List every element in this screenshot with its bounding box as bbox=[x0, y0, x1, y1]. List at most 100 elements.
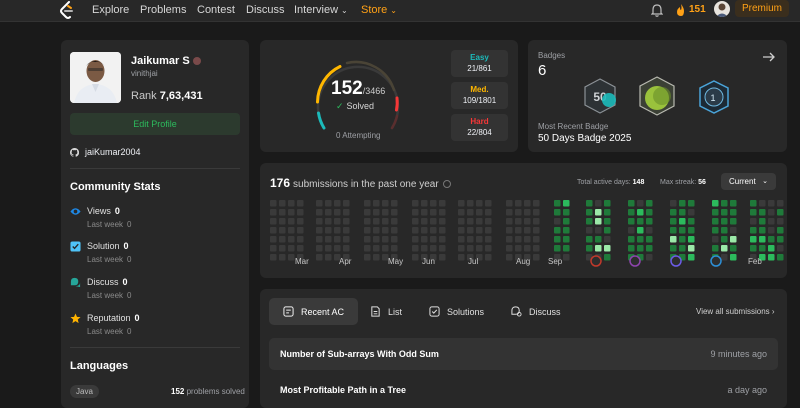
heatmap-cell bbox=[721, 200, 728, 207]
heatmap-cell bbox=[288, 236, 295, 243]
heatmap-cell bbox=[646, 218, 653, 225]
heatmap-cell bbox=[563, 254, 570, 261]
heatmap-cell bbox=[343, 218, 350, 225]
list-icon bbox=[371, 306, 380, 317]
heatmap-cell bbox=[554, 218, 561, 225]
difficulty-hard[interactable]: Hard 22/804 bbox=[451, 114, 508, 141]
arrow-right-icon[interactable] bbox=[762, 50, 776, 64]
submission-time: 9 minutes ago bbox=[710, 349, 767, 359]
info-icon[interactable] bbox=[442, 180, 451, 189]
submission-title: Number of Sub-arrays With Odd Sum bbox=[280, 349, 439, 359]
month-badge-icon[interactable] bbox=[590, 255, 602, 267]
stat-reputation-label: Reputation bbox=[87, 313, 131, 323]
heatmap-cell bbox=[391, 254, 398, 261]
heatmap-cell bbox=[730, 254, 737, 261]
nav-discuss[interactable]: Discuss bbox=[246, 4, 285, 16]
heatmap-cell bbox=[679, 245, 686, 252]
svg-text:1: 1 bbox=[710, 93, 715, 103]
heatmap-cell bbox=[476, 227, 483, 234]
heatmap-cell bbox=[712, 218, 719, 225]
month-badge-icon[interactable] bbox=[670, 255, 682, 267]
tab-recent-ac[interactable]: Recent AC bbox=[269, 298, 359, 325]
heatmap-cell bbox=[721, 227, 728, 234]
difficulty-easy[interactable]: Easy 21/861 bbox=[451, 50, 508, 77]
max-streak: Max streak: 56 bbox=[660, 179, 706, 186]
heatmap-cell bbox=[712, 236, 719, 243]
heatmap-cell bbox=[439, 236, 446, 243]
heatmap-cell bbox=[670, 245, 677, 252]
month-label: May bbox=[388, 257, 404, 266]
leetcode-logo-icon[interactable] bbox=[59, 1, 75, 19]
submission-row[interactable]: Most Profitable Path in a Tree a day ago bbox=[269, 374, 778, 406]
heatmap-cell bbox=[343, 227, 350, 234]
nav-interview[interactable]: Interview ⌄ bbox=[294, 4, 348, 16]
month-label: Feb bbox=[748, 257, 762, 266]
heatmap-cell bbox=[646, 209, 653, 216]
heatmap-cell bbox=[270, 209, 277, 216]
streak-count[interactable]: 151 bbox=[689, 4, 706, 15]
heatmap-cell bbox=[412, 254, 419, 261]
heatmap-cell bbox=[476, 218, 483, 225]
heatmap-cell bbox=[679, 209, 686, 216]
heatmap-cell bbox=[270, 227, 277, 234]
heatmap-cell bbox=[297, 236, 304, 243]
bell-icon[interactable] bbox=[651, 4, 663, 17]
nav-store[interactable]: Store ⌄ bbox=[361, 4, 397, 16]
badge-50-days-icon[interactable]: 50 bbox=[583, 78, 617, 114]
nav-explore[interactable]: Explore bbox=[92, 4, 130, 16]
heatmap-cell bbox=[515, 227, 522, 234]
heatmap-cell bbox=[554, 209, 561, 216]
badge-100-days-icon[interactable] bbox=[638, 76, 676, 116]
heatmap-cell bbox=[721, 218, 728, 225]
heatmap-cell bbox=[563, 218, 570, 225]
heatmap-cell bbox=[515, 245, 522, 252]
nav-contest[interactable]: Contest bbox=[197, 4, 235, 16]
heatmap-cell bbox=[288, 218, 295, 225]
month-badge-icon[interactable] bbox=[629, 255, 641, 267]
heatmap-cell bbox=[297, 227, 304, 234]
submission-time: a day ago bbox=[727, 385, 767, 395]
active-days-label: Total active days: bbox=[577, 179, 631, 186]
heatmap-cell bbox=[637, 200, 644, 207]
month-label: Mar bbox=[295, 257, 309, 266]
heatmap-cell bbox=[297, 254, 304, 261]
heatmap-cell bbox=[628, 209, 635, 216]
language-tag-java[interactable]: Java bbox=[70, 385, 99, 398]
heatmap-cell bbox=[439, 254, 446, 261]
edit-profile-button[interactable]: Edit Profile bbox=[70, 113, 240, 135]
heatmap-cell bbox=[458, 245, 465, 252]
nav-problems[interactable]: Problems bbox=[140, 4, 187, 16]
heatmap-cell bbox=[458, 254, 465, 261]
heatmap-cell bbox=[768, 227, 775, 234]
heatmap-cell bbox=[316, 245, 323, 252]
period-select[interactable]: Current ⌄ bbox=[721, 173, 776, 190]
submission-row[interactable]: Number of Sub-arrays With Odd Sum 9 minu… bbox=[269, 338, 778, 370]
tab-list[interactable]: List bbox=[370, 298, 402, 325]
month-badge-icon[interactable] bbox=[710, 255, 722, 267]
heatmap-cell bbox=[412, 236, 419, 243]
heatmap-cell bbox=[334, 245, 341, 252]
view-all-submissions-link[interactable]: View all submissions › bbox=[696, 307, 775, 316]
profile-card: Jaikumar S vinithjai Rank 7,63,431 Edit … bbox=[61, 40, 249, 408]
recent-submissions-card: Recent AC List Solutions Discuss View al… bbox=[260, 289, 787, 408]
heatmap-cell bbox=[637, 209, 644, 216]
heatmap-cell bbox=[524, 254, 531, 261]
period-select-value: Current bbox=[729, 177, 756, 186]
tab-solutions[interactable]: Solutions bbox=[429, 298, 484, 325]
difficulty-medium[interactable]: Med. 109/1801 bbox=[451, 82, 508, 109]
heatmap-cell bbox=[759, 236, 766, 243]
badge-annual-icon[interactable]: 1 bbox=[698, 80, 730, 114]
heatmap-cell bbox=[382, 236, 389, 243]
heatmap-cell bbox=[316, 200, 323, 207]
heatmap-cell bbox=[586, 236, 593, 243]
stat-discuss-label: Discuss bbox=[87, 277, 119, 287]
heatmap-cell bbox=[759, 218, 766, 225]
github-link[interactable]: jaiKumar2004 bbox=[70, 147, 141, 157]
heatmap-cell bbox=[515, 200, 522, 207]
avatar[interactable] bbox=[714, 1, 730, 17]
tab-discuss[interactable]: Discuss bbox=[511, 298, 561, 325]
premium-button[interactable]: Premium bbox=[735, 0, 789, 17]
fire-icon[interactable] bbox=[676, 4, 686, 17]
heatmap-cell bbox=[467, 236, 474, 243]
heatmap-cell bbox=[777, 254, 784, 261]
